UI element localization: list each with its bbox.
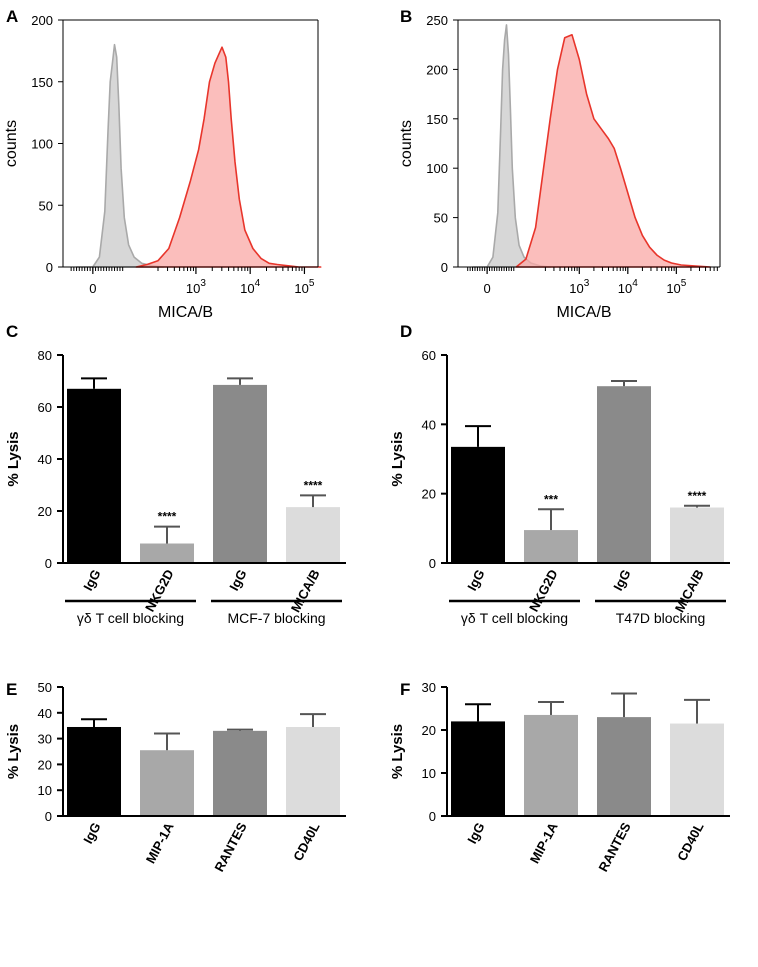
y-tick-label: 250 — [426, 13, 448, 28]
x-tick-label: 0 — [483, 281, 490, 296]
bar-1 — [67, 388, 121, 563]
bar-2 — [140, 750, 194, 816]
y-tick-label: 60 — [422, 348, 436, 363]
group-label: γδ T cell blocking — [461, 610, 568, 626]
group-label: MCF-7 blocking — [227, 610, 325, 626]
y-tick-label: 50 — [434, 211, 448, 226]
y-tick-label: 150 — [31, 75, 53, 90]
x-tick-label: 103 — [186, 278, 206, 296]
y-axis-title: % Lysis — [5, 431, 22, 486]
x-tick-label: 104 — [618, 278, 638, 296]
x-tick-base: 10 — [569, 281, 583, 296]
x-tick-exponent: 4 — [632, 278, 638, 289]
y-axis-title: % Lysis — [5, 724, 22, 779]
histogram-series-mica-b — [515, 34, 712, 268]
bar-1 — [451, 721, 505, 816]
bar-4 — [670, 723, 724, 816]
significance-marker: **** — [158, 510, 177, 524]
y-tick-label: 30 — [38, 732, 52, 747]
x-tick-label: 105 — [666, 278, 686, 296]
x-tick-label: 0 — [89, 281, 96, 296]
y-tick-label: 0 — [45, 809, 52, 824]
y-axis-title: counts — [3, 120, 20, 167]
y-tick-label: 50 — [38, 680, 52, 695]
x-tick-exponent: 4 — [255, 278, 261, 289]
y-tick-label: 50 — [39, 198, 53, 213]
panel-letter: E — [6, 680, 17, 699]
panel-letter: F — [400, 680, 410, 699]
x-tick-label: 103 — [569, 278, 589, 296]
x-tick-label: 104 — [240, 278, 260, 296]
y-tick-label: 40 — [38, 452, 52, 467]
x-tick-exponent: 5 — [309, 278, 315, 289]
significance-marker: **** — [688, 489, 707, 503]
y-tick-label: 40 — [422, 417, 436, 432]
bar-3 — [597, 717, 651, 816]
y-tick-label: 200 — [426, 62, 448, 77]
y-tick-label: 10 — [422, 766, 436, 781]
x-tick-exponent: 3 — [584, 278, 590, 289]
bar-4 — [670, 507, 724, 563]
x-tick-base: 10 — [240, 281, 254, 296]
y-tick-label: 150 — [426, 112, 448, 127]
x-tick-base: 0 — [483, 281, 490, 296]
x-tick-label: 105 — [294, 278, 314, 296]
bar-3 — [597, 386, 651, 563]
y-tick-label: 80 — [38, 348, 52, 363]
y-tick-label: 20 — [38, 504, 52, 519]
x-tick-base: 10 — [186, 281, 200, 296]
x-tick-base: 10 — [618, 281, 632, 296]
x-axis-title: MICA/B — [556, 304, 611, 321]
y-axis-title: % Lysis — [389, 724, 406, 779]
panel-letter: B — [400, 7, 412, 26]
x-tick-base: 0 — [89, 281, 96, 296]
y-tick-label: 100 — [426, 161, 448, 176]
bar-3 — [213, 384, 267, 563]
y-tick-label: 20 — [422, 487, 436, 502]
x-tick-exponent: 5 — [681, 278, 687, 289]
x-tick-exponent: 3 — [200, 278, 206, 289]
bar-4 — [286, 726, 340, 816]
y-tick-label: 0 — [429, 556, 436, 571]
x-tick-base: 10 — [294, 281, 308, 296]
y-tick-label: 0 — [429, 809, 436, 824]
bar-4 — [286, 507, 340, 563]
bar-2 — [524, 714, 578, 816]
histogram-series-isotype — [75, 43, 165, 268]
y-tick-label: 0 — [441, 260, 448, 275]
y-axis-title: counts — [398, 120, 415, 167]
significance-marker: *** — [544, 492, 558, 506]
significance-marker: **** — [304, 478, 323, 492]
y-tick-label: 0 — [46, 260, 53, 275]
histogram-series-mica-b — [135, 46, 322, 268]
y-tick-label: 30 — [422, 680, 436, 695]
panel-letter: C — [6, 322, 18, 341]
panel-letter: D — [400, 322, 412, 341]
y-tick-label: 0 — [45, 556, 52, 571]
y-tick-label: 200 — [31, 13, 53, 28]
y-tick-label: 20 — [422, 723, 436, 738]
bar-1 — [67, 726, 121, 816]
x-axis-title: MICA/B — [158, 304, 213, 321]
y-tick-label: 20 — [38, 757, 52, 772]
y-axis-title: % Lysis — [389, 431, 406, 486]
bar-3 — [213, 730, 267, 816]
y-tick-label: 60 — [38, 400, 52, 415]
group-label: γδ T cell blocking — [77, 610, 184, 626]
y-tick-label: 100 — [31, 137, 53, 152]
bar-2 — [524, 530, 578, 563]
panel-letter: A — [6, 7, 18, 26]
x-tick-base: 10 — [666, 281, 680, 296]
y-tick-label: 10 — [38, 783, 52, 798]
y-tick-label: 40 — [38, 706, 52, 721]
group-label: T47D blocking — [616, 610, 706, 626]
bar-1 — [451, 446, 505, 563]
bar-2 — [140, 543, 194, 563]
